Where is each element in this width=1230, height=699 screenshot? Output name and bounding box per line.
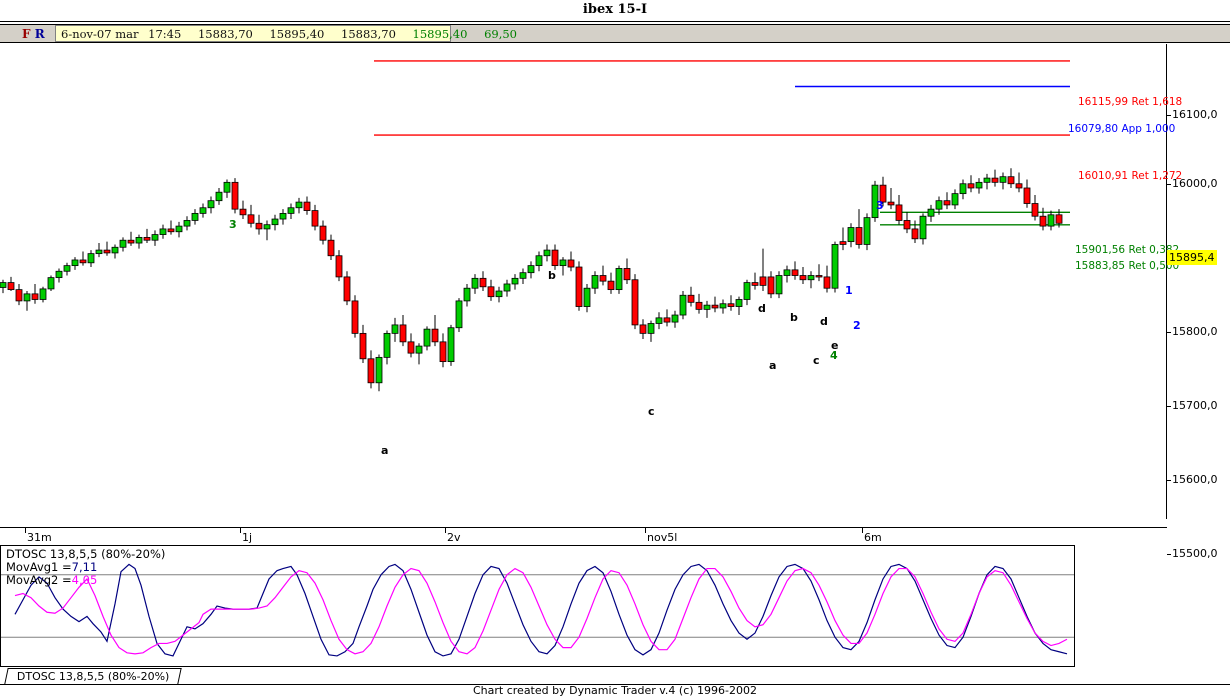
level-label-ret-0500: 15883,85 Ret 0,500 [1075, 260, 1180, 272]
wave-label-4-green: 4 [830, 349, 838, 362]
wave-label-b1: b [548, 269, 556, 282]
x-axis[interactable]: 31m 1j 2v nov5l 6m [0, 519, 1230, 545]
quote-open: 15883,70 [197, 27, 253, 41]
wave-label-3-green: 3 [229, 218, 237, 231]
window-title: ibex 15-I [582, 2, 648, 17]
oscillator-plot [1, 563, 1074, 657]
price-y-axis[interactable]: 16100,0 16000,0 15800,0 15700,0 15600,0 … [1167, 44, 1230, 560]
movavg2-row: MovAvg2 =4,05 [6, 573, 98, 587]
quote-date: 6-nov-07 [61, 27, 112, 41]
x-axis-line [0, 527, 1167, 528]
y-tick-2: 15800,0 [1167, 325, 1218, 338]
quote-weekday: mar [115, 27, 139, 41]
wave-label-c1: c [648, 405, 655, 418]
tab-strip-divider [0, 684, 1230, 685]
y-tick-0: 16100,0 [1167, 108, 1218, 121]
quote-high: 15895,40 [269, 27, 325, 41]
indicator-pane-dtosc[interactable]: DTOSC 13,8,5,5 (80%-20%) MovAvg1 =7,11 M… [0, 545, 1075, 667]
movavg1-value: 7,11 [71, 560, 98, 574]
wave-label-d1: d [758, 302, 766, 315]
wave-label-2-blue: 2 [853, 319, 861, 332]
quote-values: 6-nov-07 mar 17:45 15883,70 15895,40 158… [56, 27, 517, 41]
last-price-marker: 15895,4 [1167, 250, 1217, 265]
quote-time: 17:45 [148, 27, 182, 41]
quote-low: 15883,70 [341, 27, 396, 41]
fr-flags[interactable]: F R [22, 27, 45, 41]
level-label-ret-1272: 16010,91 Ret 1,272 [1078, 170, 1183, 182]
title-bar: ibex 15-I [0, 0, 1230, 22]
y-tick-5: 15500,0 [1167, 547, 1218, 560]
wave-label-b2: b [790, 311, 798, 324]
level-label-ret-1618: 16115,99 Ret 1,618 [1078, 96, 1183, 108]
price-pane[interactable]: 16115,99 Ret 1,618 16079,80 App 1,000 16… [0, 44, 1230, 560]
wave-label-1-blue: 1 [845, 284, 853, 297]
level-label-app-1000: 16079,80 App 1,000 [1068, 123, 1176, 135]
wave-label-a2: a [769, 359, 777, 372]
title-divider [0, 21, 1230, 22]
flag-f-icon[interactable]: F [22, 27, 31, 41]
flag-r-icon[interactable]: R [34, 27, 45, 41]
wave-label-a1: a [381, 444, 389, 457]
wave-label-e1: e [831, 339, 839, 352]
wave-label-d2: d [820, 315, 828, 328]
quote-data-bar: F R 6-nov-07 mar 17:45 15883,70 15895,40… [0, 24, 1230, 43]
quote-readout-field: 6-nov-07 mar 17:45 15883,70 15895,40 158… [55, 25, 517, 42]
quote-close: 15895,40 [412, 27, 468, 41]
wave-label-3-blue: 3 [876, 199, 884, 212]
credit-line: Chart created by Dynamic Trader v.4 (c) … [473, 684, 757, 697]
candlestick-plot [0, 60, 1070, 392]
y-tick-1: 16000,0 [1167, 177, 1218, 190]
indicator-title: DTOSC 13,8,5,5 (80%-20%) [6, 547, 166, 561]
movavg2-value: 4,05 [71, 573, 98, 587]
tab-dtosc[interactable]: DTOSC 13,8,5,5 (80%-20%) [4, 668, 183, 684]
movavg1-row: MovAvg1 =7,11 [6, 560, 98, 574]
price-plot-area[interactable] [0, 44, 1167, 531]
indicator-legend: DTOSC 13,8,5,5 (80%-20%) MovAvg1 =7,11 M… [6, 548, 165, 587]
pane-tab-strip[interactable]: DTOSC 13,8,5,5 (80%-20%) [0, 668, 1230, 685]
level-label-ret-0382: 15901,56 Ret 0,382 [1075, 244, 1180, 256]
y-tick-3: 15700,0 [1167, 399, 1218, 412]
wave-label-c2: c [813, 354, 820, 367]
y-tick-4: 15600,0 [1167, 473, 1218, 486]
quote-volume: 69,50 [484, 27, 518, 41]
